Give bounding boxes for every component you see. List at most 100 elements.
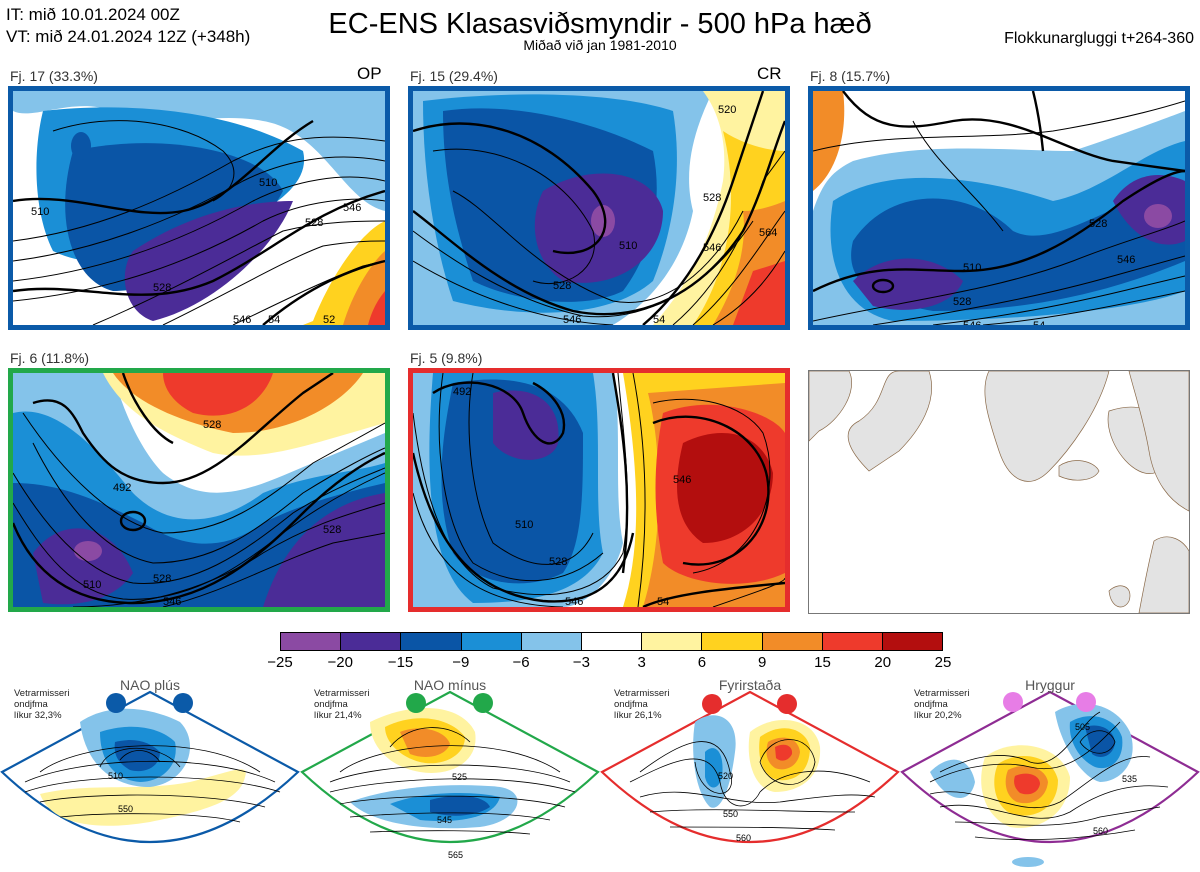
contour-label: 564 xyxy=(759,227,777,239)
contour-label: 510 xyxy=(619,240,637,252)
regime-name: NAO plús xyxy=(120,677,180,693)
title-block: EC-ENS Klasasviðsmyndir - 500 hPa hæð Mi… xyxy=(0,8,1200,52)
regime-ridge: 505 535 560 Hryggur Vetrarmisseri ondjfma… xyxy=(900,677,1200,872)
contour-label: 54 xyxy=(1033,320,1045,325)
contour-label: 528 xyxy=(323,524,341,536)
page-subtitle: Miðað við jan 1981-2010 xyxy=(523,37,677,53)
regime-marker-dot xyxy=(406,693,426,713)
contour-label: 560 xyxy=(1093,826,1108,836)
color-bar-tick-label: −20 xyxy=(327,654,353,671)
contour-label: 528 xyxy=(953,296,971,308)
contour-label: 546 xyxy=(163,596,181,607)
contour-label: 535 xyxy=(1122,774,1137,784)
contour-label: 54 xyxy=(653,314,665,325)
color-bar-tick-label: −6 xyxy=(512,654,530,671)
contour-label: 546 xyxy=(703,242,721,254)
regime-marker-dot xyxy=(1076,692,1096,712)
color-bar-tick-label: 20 xyxy=(874,654,892,671)
contour-label: 528 xyxy=(153,282,171,294)
contour-label: 52 xyxy=(323,314,335,325)
contour-label: 520 xyxy=(718,771,733,781)
contour-label: 528 xyxy=(553,280,571,292)
contour-label: 546 xyxy=(963,320,981,325)
color-bar-tick-label: 9 xyxy=(758,654,767,671)
contour-label: 546 xyxy=(565,596,583,607)
cluster-2-label: Fj. 15 (29.4%) xyxy=(410,68,498,84)
contour-label: 546 xyxy=(1117,254,1135,266)
color-bar-swatch xyxy=(581,633,643,650)
contour-label: 550 xyxy=(118,804,133,814)
base-map xyxy=(808,370,1190,614)
regime-marker-dot xyxy=(1003,692,1023,712)
color-bar-tick-label: −15 xyxy=(387,654,414,671)
contour-label: 54 xyxy=(268,314,280,325)
contour-label: 560 xyxy=(736,833,751,843)
contour-label: 54 xyxy=(657,596,669,607)
cluster-4-label: Fj. 6 (11.8%) xyxy=(10,350,90,366)
cluster-1-map: 510 510 528 528 546 546 54 52 xyxy=(8,86,390,330)
color-bar-swatch xyxy=(882,633,943,650)
regime-nao-minus: 525 545 565 NAO mínus Vetrarmisseri ondjf… xyxy=(300,677,600,872)
contour-label: 510 xyxy=(83,579,101,591)
regime-blocking: 520 550 560 Fyrirstaða Vetrarmisseri ondj… xyxy=(600,677,900,872)
regime-nao-plus: 510 550 NAO plús Vetrarmisseri ondjfma lík… xyxy=(0,677,300,872)
contour-label: 546 xyxy=(673,474,691,486)
header-times: IT: mið 10.01.2024 00Z VT: mið 24.01.202… xyxy=(6,4,250,48)
contour-label: 525 xyxy=(452,772,467,782)
contour-label: 528 xyxy=(153,573,171,585)
color-bar-swatch xyxy=(341,633,402,650)
contour-label: 545 xyxy=(437,815,452,825)
regime-marker-dot xyxy=(777,694,797,714)
valid-time: VT: mið 24.01.2024 12Z (+348h) xyxy=(6,27,251,46)
color-bar-tick-label: 15 xyxy=(814,654,831,671)
contour-label: 492 xyxy=(113,482,131,494)
color-bar-tick-label: −3 xyxy=(572,654,590,671)
contour-label: 546 xyxy=(563,314,581,325)
contour-label: 550 xyxy=(723,809,738,819)
color-bar-swatch xyxy=(702,633,763,650)
regime-name: Fyrirstaða xyxy=(718,677,782,693)
cluster-4-map: 492 510 528 528 546 528 xyxy=(8,368,390,612)
contour-label: 528 xyxy=(703,192,721,204)
color-bar-swatch xyxy=(401,633,462,650)
cluster-1-tag: OP xyxy=(357,64,382,83)
contour-label: 546 xyxy=(233,314,251,325)
color-bar-tick-label: 3 xyxy=(637,654,646,671)
regime-marker-dot xyxy=(106,693,126,713)
contour-label: 510 xyxy=(515,519,533,531)
contour-label: 492 xyxy=(453,386,471,398)
contour-label: 546 xyxy=(343,202,361,214)
init-time: IT: mið 10.01.2024 00Z xyxy=(6,5,180,24)
regime-marker-dot xyxy=(702,694,722,714)
contour-label: 528 xyxy=(549,556,567,568)
color-bar-tick-label: 6 xyxy=(697,654,707,671)
contour-label: 510 xyxy=(31,206,49,218)
color-bar-swatch xyxy=(642,633,703,650)
color-bar-swatch xyxy=(461,633,522,650)
cluster-5-label: Fj. 5 (9.8%) xyxy=(410,350,483,366)
contour-label: 565 xyxy=(448,850,463,860)
color-bar-swatch xyxy=(822,633,883,650)
cluster-3-map: 510 528 528 546 546 54 xyxy=(808,86,1190,330)
color-bar-tick-label: −25 xyxy=(267,654,293,671)
contour-label: 510 xyxy=(259,177,277,189)
regime-note: Vetrarmisseri ondjfma líkur 32,3% xyxy=(14,688,70,721)
contour-label: 528 xyxy=(203,419,221,431)
regime-note: Vetrarmisseri ondjfma líkur 20,2% xyxy=(914,688,970,721)
color-bar-tick-label: 25 xyxy=(934,654,952,671)
color-bar-swatch xyxy=(281,633,342,650)
regime-marker-dot xyxy=(473,693,493,713)
cluster-5-map: 492 510 528 546 546 54 xyxy=(408,368,790,612)
page-title: EC-ENS Klasasviðsmyndir - 500 hPa hæð xyxy=(328,8,872,40)
cluster-2-tag: CR xyxy=(757,64,782,83)
contour-label: 510 xyxy=(963,262,981,274)
contour-label: 505 xyxy=(1075,722,1090,732)
cluster-window: Flokkunargluggi t+264-360 xyxy=(1004,30,1194,47)
cluster-2-map: 510 528 528 546 546 564 520 54 xyxy=(408,86,790,330)
regime-name: NAO mínus xyxy=(413,677,487,693)
contour-label: 520 xyxy=(718,104,736,116)
regime-name: Hryggur xyxy=(1025,677,1075,693)
contour-label: 510 xyxy=(108,771,123,781)
color-bar-tick-label: −9 xyxy=(452,654,470,671)
color-bar-swatch xyxy=(762,633,823,650)
